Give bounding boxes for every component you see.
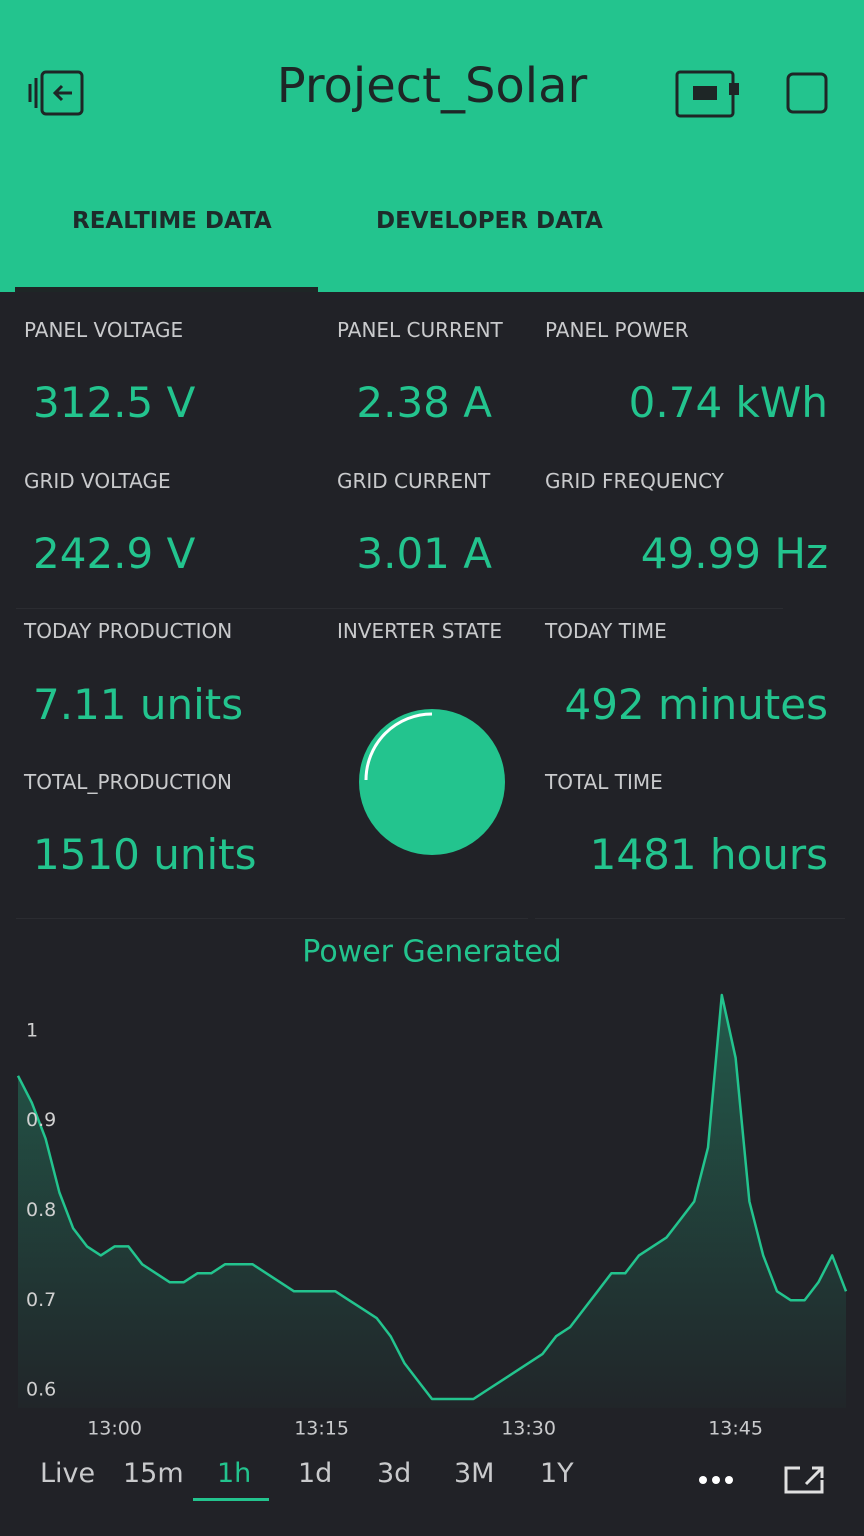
widget-label: PANEL POWER <box>545 318 689 342</box>
chart-title: Power Generated <box>302 935 561 970</box>
y-tick-label: 1 <box>26 1019 38 1041</box>
widget-label: TOTAL_PRODUCTION <box>24 770 232 794</box>
widget-value: 312.5 V <box>33 378 196 427</box>
header: Project_Solar REALTIME DATA DEVELOPER DA… <box>0 0 864 292</box>
widget-label: TOTAL TIME <box>545 770 663 794</box>
y-tick-label: 0.7 <box>26 1289 56 1311</box>
x-tick-label: 13:30 <box>501 1418 556 1440</box>
widget-value: 242.9 V <box>33 529 196 578</box>
divider <box>535 918 845 919</box>
y-tick-label: 0.9 <box>26 1109 56 1131</box>
active-range-underline <box>193 1498 269 1501</box>
widget-label: PANEL VOLTAGE <box>24 318 184 342</box>
widget-value: 1481 hours <box>589 830 828 879</box>
device-icon[interactable] <box>675 70 739 118</box>
y-tick-label: 0.6 <box>26 1379 56 1401</box>
widget-label: GRID CURRENT <box>337 469 491 493</box>
widget-value: 3.01 A <box>356 529 492 578</box>
range-option[interactable]: Live <box>40 1458 96 1489</box>
range-option[interactable]: 1h <box>217 1458 252 1489</box>
y-tick-label: 0.8 <box>26 1199 56 1221</box>
widget-value: 7.11 units <box>33 680 244 729</box>
back-icon[interactable] <box>28 70 84 116</box>
range-option[interactable]: 15m <box>123 1458 184 1489</box>
widget-value: 2.38 A <box>356 378 492 427</box>
inverter-led <box>359 709 505 855</box>
range-option[interactable]: 3d <box>377 1458 412 1489</box>
widget-label: TODAY PRODUCTION <box>24 619 233 643</box>
widget-label: INVERTER STATE <box>337 619 503 643</box>
project-title: Project_Solar <box>276 58 588 114</box>
widget-label: GRID VOLTAGE <box>24 469 171 493</box>
widget-value: 49.99 Hz <box>640 529 828 578</box>
divider <box>16 608 783 609</box>
x-tick-label: 13:00 <box>87 1418 142 1440</box>
header-icons <box>28 70 828 118</box>
led-highlight <box>364 712 433 781</box>
range-option[interactable]: 1d <box>298 1458 333 1489</box>
line <box>16 993 848 1401</box>
x-tick-label: 13:45 <box>708 1418 763 1440</box>
stop-icon[interactable] <box>786 72 828 114</box>
tab[interactable]: DEVELOPER DATA <box>376 208 603 234</box>
x-tick-label: 13:15 <box>294 1418 349 1440</box>
tab[interactable]: REALTIME DATA <box>72 208 272 234</box>
divider <box>16 918 528 919</box>
area <box>18 995 846 1408</box>
range-option[interactable]: 1Y <box>540 1458 574 1489</box>
widget-label: GRID FREQUENCY <box>545 469 724 493</box>
widget-value: 0.74 kWh <box>628 378 828 427</box>
widget-label: TODAY TIME <box>545 619 667 643</box>
active-tab-indicator <box>15 287 318 292</box>
widget-label: PANEL CURRENT <box>337 318 503 342</box>
widget-value: 492 minutes <box>564 680 828 729</box>
range-option[interactable]: 3M <box>454 1458 495 1489</box>
export-icon[interactable] <box>784 1466 824 1494</box>
more-icon[interactable] <box>699 1476 733 1484</box>
widget-value: 1510 units <box>33 830 257 879</box>
